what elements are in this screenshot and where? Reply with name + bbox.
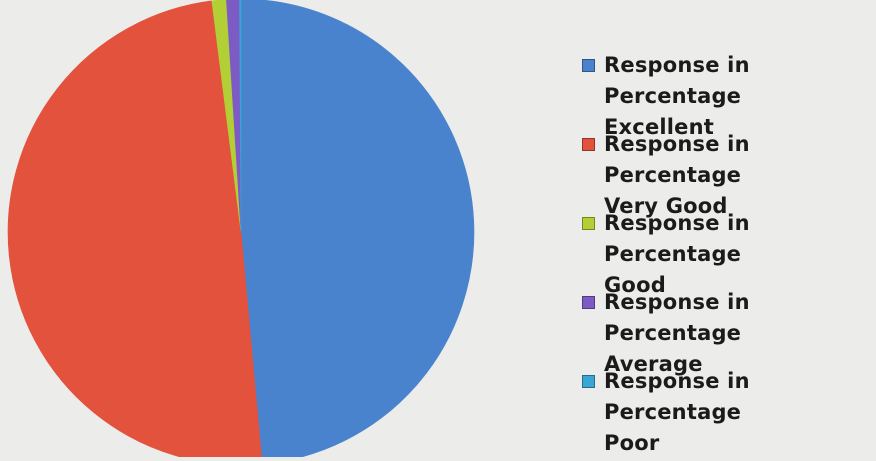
legend-swatch-average xyxy=(582,296,595,309)
legend-label-line2: Very Good xyxy=(604,194,728,218)
legend-label-line1: Response in Percentage xyxy=(604,211,750,266)
legend-item-good: Response in Percentage Good xyxy=(582,208,872,297)
legend-label-poor: Response in Percentage Poor xyxy=(604,366,872,459)
pie-slice-average xyxy=(226,0,242,233)
legend-label-very-good: Response in Percentage Very Good xyxy=(604,129,872,222)
legend-item-poor: Response in Percentage Poor xyxy=(582,366,872,455)
legend-label-line1: Response in Percentage xyxy=(604,369,750,424)
legend-item-average: Response in Percentage Average xyxy=(582,287,872,376)
legend-label-line2: Poor xyxy=(604,431,660,455)
pie-chart xyxy=(7,0,475,461)
legend-label-line1: Response in Percentage xyxy=(604,132,750,187)
legend-label-excellent: Response in Percentage Excellent xyxy=(604,50,872,143)
legend-label-line2: Average xyxy=(604,352,703,376)
legend-label-line1: Response in Percentage xyxy=(604,290,750,345)
pie-chart-svg xyxy=(7,0,475,461)
legend-label-average: Response in Percentage Average xyxy=(604,287,872,380)
legend-swatch-very-good xyxy=(582,138,595,151)
pie-slice-poor xyxy=(239,0,242,233)
legend-item-very-good: Response in Percentage Very Good xyxy=(582,129,872,218)
pie-slice-very-good xyxy=(7,0,263,461)
legend-swatch-excellent xyxy=(582,59,595,72)
legend-label-line1: Response in Percentage xyxy=(604,53,750,108)
legend-label-line2: Excellent xyxy=(604,115,715,139)
chart-legend: Response in Percentage Excellent Respons… xyxy=(582,50,872,455)
legend-swatch-good xyxy=(582,217,595,230)
legend-swatch-poor xyxy=(582,375,595,388)
legend-label-line2: Good xyxy=(604,273,666,297)
pie-slice-good xyxy=(211,0,242,233)
legend-item-excellent: Response in Percentage Excellent xyxy=(582,50,872,139)
pie-slice-excellent xyxy=(240,0,475,461)
legend-label-good: Response in Percentage Good xyxy=(604,208,872,301)
